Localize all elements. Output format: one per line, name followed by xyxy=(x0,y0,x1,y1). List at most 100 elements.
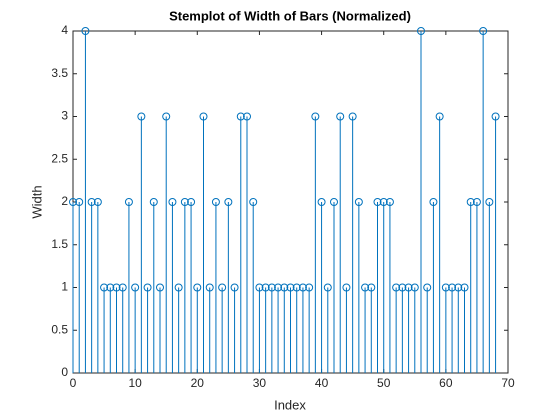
stem-marker xyxy=(236,112,245,121)
stem-marker xyxy=(466,198,475,206)
x-axis-label: Index xyxy=(274,397,306,412)
stem-marker xyxy=(491,112,500,121)
y-tick-label: 1.5 xyxy=(51,237,68,251)
stem xyxy=(218,283,227,373)
stem-marker xyxy=(317,198,326,206)
stem-marker xyxy=(361,283,370,292)
stem-marker xyxy=(137,112,146,121)
stem-marker xyxy=(93,198,102,206)
stem xyxy=(404,283,413,373)
x-tick-label: 0 xyxy=(70,376,77,390)
stem xyxy=(392,283,401,373)
stem xyxy=(298,283,307,373)
stem xyxy=(149,198,158,373)
stem-marker xyxy=(379,198,388,206)
stem xyxy=(330,198,338,373)
stem xyxy=(211,198,220,373)
stem-marker xyxy=(124,198,133,206)
stem-marker xyxy=(417,27,425,35)
stem-marker xyxy=(168,198,177,206)
stem xyxy=(224,198,233,373)
stem-marker xyxy=(100,283,109,292)
stem xyxy=(162,112,171,373)
stem-marker xyxy=(354,198,363,206)
stem-marker xyxy=(274,283,283,292)
stem-marker xyxy=(336,112,345,121)
stem xyxy=(435,112,444,373)
stem-marker xyxy=(367,283,376,292)
stem xyxy=(236,112,245,373)
stem-marker xyxy=(311,112,320,121)
stem-marker xyxy=(199,112,208,121)
stem xyxy=(280,283,289,373)
stem xyxy=(348,112,357,373)
stem xyxy=(491,112,500,373)
stem xyxy=(472,198,481,373)
stem-marker xyxy=(286,283,295,292)
stem xyxy=(193,283,202,373)
stem-marker xyxy=(81,27,90,35)
stem xyxy=(466,198,475,373)
stem-marker xyxy=(373,198,382,206)
stem xyxy=(81,27,90,373)
stem xyxy=(124,198,133,373)
y-tick-label: 3 xyxy=(61,109,68,123)
stem-marker xyxy=(87,198,96,206)
stem xyxy=(199,112,208,373)
y-tick-label: 4 xyxy=(61,23,68,37)
stem xyxy=(417,27,425,373)
stem xyxy=(274,283,283,373)
stem-marker xyxy=(323,283,332,292)
stem-marker xyxy=(454,283,463,292)
y-axis-label: Width xyxy=(29,185,44,218)
stem-marker xyxy=(106,283,115,292)
x-tick-label: 10 xyxy=(128,376,142,390)
stem xyxy=(118,283,127,373)
stem-marker xyxy=(255,283,264,292)
stem xyxy=(168,198,177,373)
x-tick-label: 50 xyxy=(377,376,391,390)
stem-marker xyxy=(280,283,289,292)
stem-marker xyxy=(69,198,77,206)
stem xyxy=(230,283,239,373)
stem xyxy=(249,198,258,373)
stem-marker xyxy=(230,283,239,292)
stem xyxy=(75,198,84,373)
stem-marker xyxy=(305,283,314,292)
stem-marker xyxy=(330,198,338,206)
chart-title: Stemplot of Width of Bars (Normalized) xyxy=(169,8,411,23)
x-tick-label: 60 xyxy=(439,376,453,390)
stem-marker xyxy=(398,283,407,292)
stem-marker xyxy=(205,283,214,292)
stem xyxy=(398,283,407,373)
stem-marker xyxy=(404,283,413,292)
stem xyxy=(261,283,270,373)
stem-marker xyxy=(423,283,432,292)
stem-marker xyxy=(162,112,171,121)
stem-marker xyxy=(143,283,152,292)
x-tick-label: 20 xyxy=(191,376,205,390)
stem xyxy=(317,198,326,373)
stem xyxy=(255,283,264,373)
stem xyxy=(143,283,152,373)
stem xyxy=(311,112,320,373)
stem xyxy=(485,198,494,373)
stem-marker xyxy=(156,283,164,292)
stem-marker xyxy=(392,283,401,292)
stem-marker xyxy=(485,198,494,206)
stem xyxy=(361,283,370,373)
y-tick-label: 2.5 xyxy=(51,151,68,165)
stem xyxy=(423,283,432,373)
stem xyxy=(460,283,469,373)
stem-marker xyxy=(348,112,357,121)
stem-marker xyxy=(118,283,127,292)
stem xyxy=(292,283,301,373)
x-tick-label: 30 xyxy=(253,376,267,390)
stem xyxy=(479,27,488,373)
stem xyxy=(93,198,102,373)
stem xyxy=(174,283,183,373)
stem-marker xyxy=(218,283,227,292)
stem xyxy=(323,283,332,373)
